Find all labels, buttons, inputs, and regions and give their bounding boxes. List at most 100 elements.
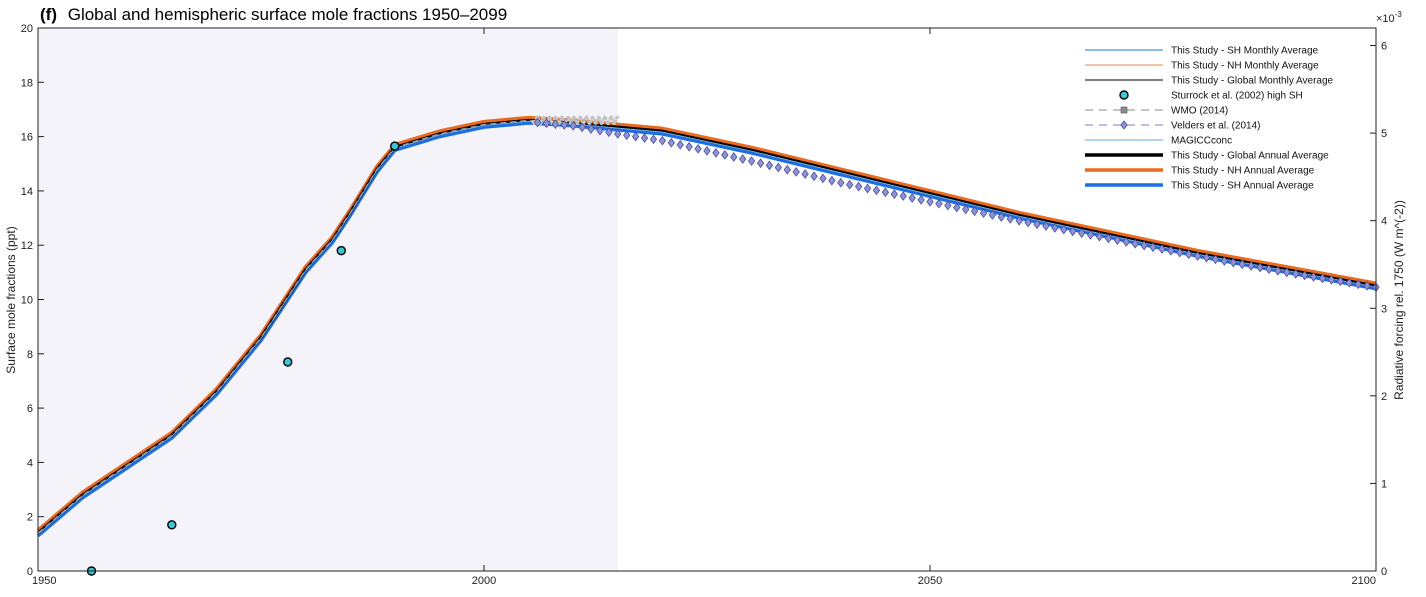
x-tick-label-2: 2050: [918, 575, 942, 587]
velders-point: [819, 173, 827, 184]
velders-point: [1336, 276, 1344, 287]
velders-point: [1345, 277, 1353, 288]
monthly-obs-point: [542, 115, 546, 119]
monthly-obs-point: [597, 116, 602, 120]
velders-point: [569, 120, 577, 131]
velders-point: [810, 171, 818, 182]
velders-point: [792, 167, 800, 177]
velders-point: [658, 135, 667, 146]
velders-point: [1176, 247, 1184, 258]
sturrock-point-1: [167, 520, 177, 530]
sturrock-point-3: [336, 245, 346, 256]
series-sh-annual: [36, 120, 1377, 538]
monthly-obs-point: [548, 116, 552, 120]
velders-point: [712, 148, 720, 158]
velders-point: [1024, 217, 1032, 228]
velders-point: [730, 152, 738, 162]
monthly-obs-point: [610, 117, 614, 121]
velders-point: [935, 198, 943, 209]
velders-point: [1229, 257, 1237, 268]
velders-point: [1069, 226, 1077, 237]
legend-label-2: This Study - Global Monthly Average: [1171, 76, 1334, 87]
legend-label-0: This Study - SH Monthly Average: [1171, 46, 1319, 57]
velders-point: [640, 133, 649, 143]
velders-point: [560, 120, 568, 130]
velders-point: [890, 189, 898, 200]
y-tick-label-9: 18: [21, 77, 33, 89]
monthly-obs-point: [604, 116, 608, 121]
velders-point: [1363, 280, 1371, 291]
y-tick-label-3: 6: [27, 403, 33, 415]
y-right-axis-title: Radiative forcing rel. 1750 (W m^(-2)): [1392, 200, 1406, 400]
y-right-tick-label-3: 3: [1381, 303, 1387, 315]
legend-label-4: WMO (2014): [1171, 106, 1228, 117]
y-tick-label-6: 12: [21, 240, 33, 252]
monthly-obs-point: [588, 121, 592, 126]
monthly-obs-point: [594, 121, 598, 125]
monthly-obs-point: [589, 119, 593, 123]
velders-point: [997, 212, 1006, 222]
legend-entry-3: Sturrock et al. (2002) high SH: [1119, 90, 1303, 102]
multiplier-exponent: -3: [1395, 10, 1403, 19]
velders-point: [1042, 221, 1050, 231]
velders-point: [1051, 222, 1059, 233]
velders-point: [1354, 279, 1362, 290]
velders-point: [703, 145, 711, 156]
velders-point: [1104, 233, 1113, 244]
velders-point: [926, 196, 934, 207]
velders-point: [783, 164, 791, 175]
y-tick-label-10: 20: [21, 23, 33, 35]
legend-entry-0: This Study - SH Monthly Average: [1085, 46, 1319, 57]
y-right-tick-label-1: 1: [1381, 478, 1387, 490]
monthly-obs-point: [573, 116, 577, 120]
velders-point: [747, 156, 756, 166]
monthly-obs-point: [592, 118, 596, 122]
legend: This Study - SH Monthly Average This Stud…: [1085, 46, 1334, 192]
velders-point: [739, 154, 747, 164]
legend-entry-8: This Study - NH Annual Average: [1085, 166, 1315, 177]
velders-point: [551, 119, 560, 129]
velders-point: [953, 202, 961, 213]
legend-entry-6: MAGICCconc: [1085, 136, 1232, 147]
y-right-tick-label-2: 2: [1381, 391, 1387, 403]
velders-point: [970, 206, 979, 217]
velders-point: [1015, 215, 1023, 226]
monthly-obs-point: [576, 120, 580, 125]
velders-point: [1211, 254, 1220, 265]
x-tick-label-1: 2000: [472, 575, 496, 587]
velders-point: [988, 210, 997, 220]
title-main: Global and hemispheric surface mole frac…: [68, 5, 507, 24]
velders-point: [1131, 238, 1139, 249]
velders-point: [1077, 228, 1086, 238]
velders-point: [917, 194, 925, 205]
legend-label-6: MAGICCconc: [1171, 136, 1232, 147]
velders-point: [1193, 251, 1202, 261]
velders-point: [774, 162, 783, 173]
sturrock-point-2: [283, 357, 293, 367]
x-tick-label-0: 1950: [32, 575, 56, 587]
velders-point: [1309, 271, 1318, 282]
velders-point: [944, 200, 952, 211]
monthly-obs-point: [582, 120, 587, 124]
velders-point: [1292, 268, 1300, 279]
y-tick-label-8: 16: [21, 132, 33, 144]
monthly-obs-point: [579, 116, 583, 121]
velders-point: [828, 175, 836, 186]
velders-point: [1185, 249, 1193, 260]
velders-point: [846, 179, 854, 190]
velders-point: [721, 150, 729, 160]
legend-entry-1: This Study - NH Monthly Average: [1085, 61, 1319, 72]
chart-title: (f) Global and hemispheric surface mole …: [40, 5, 507, 24]
velders-point: [533, 117, 542, 128]
monthly-obs-point: [612, 121, 617, 126]
legend-entry-2: This Study - Global Monthly Average: [1085, 76, 1334, 87]
y-tick-label-1: 2: [27, 512, 33, 524]
y-tick-label-7: 14: [21, 186, 33, 198]
velders-point: [1300, 270, 1309, 281]
velders-point: [863, 183, 872, 194]
monthly-obs-point: [616, 115, 620, 119]
multiplier-base: ×10: [1376, 13, 1395, 25]
right-axis-multiplier: ×10-3: [1376, 10, 1402, 25]
